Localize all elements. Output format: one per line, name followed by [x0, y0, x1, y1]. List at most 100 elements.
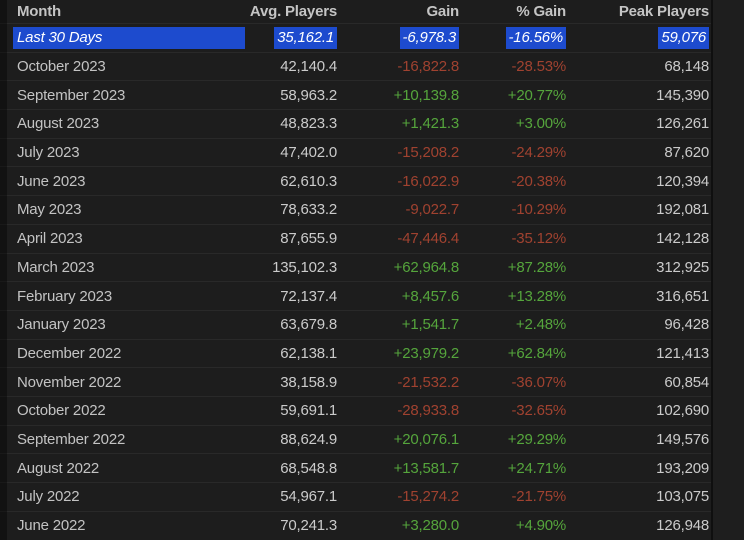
table-row[interactable]: June 2022 70,241.3 +3,280.0 +4.90% 126,948 [0, 510, 712, 540]
cell-avg-players: 63,679.8 [226, 309, 337, 340]
cell-avg-players: 62,610.3 [226, 166, 337, 196]
cell-month-value: June 2022 [17, 517, 86, 535]
table-row[interactable]: July 2023 47,402.0 -15,208.2 -24.29% 87,620 [0, 137, 712, 167]
cell-gain-value: +13,581.7 [393, 459, 460, 477]
cell-avg-players-value: 62,138.1 [280, 344, 337, 362]
cell-month: Last 30 Days [0, 23, 245, 53]
cell-gain-pct: -28.53% [459, 51, 567, 81]
cell-avg-players-value: 62,610.3 [280, 172, 337, 190]
cell-month: May 2023 [0, 195, 226, 225]
cell-month: February 2023 [0, 281, 226, 311]
cell-gain-pct: +62.84% [459, 338, 566, 368]
cell-month-value: April 2023 [17, 230, 83, 248]
cell-gain-pct-value: +4.90% [515, 517, 566, 535]
cell-gain: +13,581.7 [337, 453, 460, 483]
table-row[interactable]: July 2022 54,967.1 -15,274.2 -21.75% 103,075 [0, 482, 712, 512]
cell-avg-players-value: 63,679.8 [280, 316, 337, 334]
table-row[interactable]: January 2023 63,679.8 +1,541.7 +2.48% 96,428 [0, 309, 712, 340]
cell-gain-pct: -16.56% [459, 23, 566, 53]
cell-peak-players-value: 60,854 [664, 373, 709, 391]
cell-avg-players: 54,967.1 [226, 482, 337, 512]
cell-gain-value: -21,532.2 [397, 373, 459, 391]
cell-month: September 2023 [0, 80, 226, 110]
cell-gain-value: -16,822.8 [397, 58, 459, 76]
column-header-gain-pct: % Gain [516, 3, 566, 20]
cell-month-value: May 2023 [17, 201, 82, 219]
cell-avg-players-value: 35,162.1 [274, 27, 337, 50]
cell-peak-players-value: 96,428 [664, 316, 709, 334]
cell-month: March 2023 [0, 252, 226, 282]
cell-gain-pct: -32.65% [459, 395, 567, 426]
cell-month-value: August 2022 [17, 459, 100, 477]
cell-month-value: September 2023 [17, 86, 126, 104]
table-row[interactable]: September 2023 58,963.2 +10,139.8 +20.77% 14… [0, 80, 712, 110]
cell-peak-players-value: 121,413 [656, 344, 709, 362]
cell-gain-pct: +13.28% [459, 281, 566, 311]
column-header-gain: Gain [426, 3, 459, 20]
table-row[interactable]: April 2023 87,655.9 -47,446.4 -35.12% 142,12… [0, 223, 712, 253]
cell-gain-pct-value: -16.56% [505, 27, 566, 50]
cell-avg-players-value: 68,548.8 [280, 459, 337, 477]
table-body: Last 30 Days 35,162.1 -6,978.3 -16.56% 59,07… [0, 23, 712, 540]
cell-avg-players-value: 47,402.0 [280, 144, 337, 162]
cell-avg-players-value: 88,624.9 [280, 430, 337, 448]
cell-gain-pct: -21.75% [459, 482, 567, 512]
cell-avg-players: 59,691.1 [226, 395, 337, 426]
cell-peak-players-value: 103,075 [656, 488, 709, 506]
cell-gain: -15,274.2 [337, 482, 459, 512]
cell-avg-players: 78,633.2 [226, 195, 337, 225]
cell-peak-players-value: 149,576 [656, 430, 709, 448]
cell-peak-players-value: 120,394 [656, 172, 709, 190]
table-row[interactable]: March 2023 135,102.3 +62,964.8 +87.28% 312,9… [0, 252, 712, 282]
table-row[interactable]: May 2023 78,633.2 -9,022.7 -10.29% 192,081 [0, 195, 712, 225]
table-row[interactable]: August 2022 68,548.8 +13,581.7 +24.71% 193,2… [0, 453, 712, 483]
cell-gain-value: -28,933.8 [397, 402, 459, 420]
cell-month: June 2023 [0, 166, 226, 196]
cell-gain-pct-value: +24.71% [507, 459, 566, 477]
cell-gain-pct-value: +29.29% [507, 430, 566, 448]
cell-gain-pct-value: +87.28% [507, 258, 566, 276]
table-row[interactable]: October 2023 42,140.4 -16,822.8 -28.53% 68,1… [0, 51, 712, 81]
cell-month: November 2022 [0, 367, 226, 397]
cell-gain-pct-value: -28.53% [511, 58, 567, 76]
cell-gain-value: -9,022.7 [405, 201, 460, 219]
table-row[interactable]: February 2023 72,137.4 +8,457.6 +13.28% 316,… [0, 281, 712, 311]
cell-gain-pct-value: +13.28% [507, 287, 566, 305]
cell-gain-pct-value: -32.65% [511, 402, 567, 420]
cell-peak-players-value: 193,209 [656, 459, 709, 477]
cell-gain-pct-value: -10.29% [511, 201, 567, 219]
cell-peak-players: 149,576 [566, 424, 712, 454]
cell-peak-players: 103,075 [566, 482, 712, 512]
table-row[interactable]: December 2022 62,138.1 +23,979.2 +62.84% 121… [0, 338, 712, 368]
cell-avg-players-value: 54,967.1 [280, 488, 337, 506]
table-row[interactable]: September 2022 88,624.9 +20,076.1 +29.29% 14… [0, 424, 712, 454]
cell-gain-pct-value: +2.48% [515, 316, 566, 334]
player-stats-table: Month Avg. Players Gain % Gain Peak Play… [0, 0, 712, 540]
table-row[interactable]: June 2023 62,610.3 -16,022.9 -20.38% 120,394 [0, 166, 712, 196]
cell-peak-players-value: 316,651 [656, 287, 709, 305]
table-row[interactable]: Last 30 Days 35,162.1 -6,978.3 -16.56% 59,07… [0, 23, 712, 53]
cell-peak-players: 126,261 [566, 109, 712, 139]
cell-peak-players: 126,948 [566, 510, 712, 540]
cell-avg-players-value: 59,691.1 [280, 402, 337, 420]
cell-month: September 2022 [0, 424, 226, 454]
cell-peak-players-value: 126,948 [656, 517, 709, 535]
cell-gain-pct: +29.29% [459, 424, 566, 454]
cell-avg-players: 68,548.8 [226, 453, 337, 483]
table-header: Month Avg. Players Gain % Gain Peak Play… [0, 0, 712, 24]
right-divider-line [711, 0, 713, 540]
cell-avg-players-value: 48,823.3 [280, 115, 337, 133]
cell-peak-players: 121,413 [566, 338, 712, 368]
cell-month: October 2022 [0, 395, 226, 426]
cell-gain-pct-value: -21.75% [511, 488, 567, 506]
cell-gain-pct-value: +62.84% [507, 344, 566, 362]
cell-gain: +8,457.6 [337, 281, 459, 311]
table-row[interactable]: October 2022 59,691.1 -28,933.8 -32.65% 102,… [0, 395, 712, 426]
cell-gain-pct: +2.48% [459, 309, 566, 340]
table-row[interactable]: November 2022 38,158.9 -21,532.2 -36.07% 60,… [0, 367, 712, 397]
cell-gain-pct-value: -24.29% [511, 144, 567, 162]
cell-avg-players-value: 70,241.3 [280, 517, 337, 535]
cell-gain-pct: -36.07% [459, 367, 566, 397]
cell-avg-players-value: 78,633.2 [280, 201, 337, 219]
table-row[interactable]: August 2023 48,823.3 +1,421.3 +3.00% 126,261 [0, 109, 712, 139]
